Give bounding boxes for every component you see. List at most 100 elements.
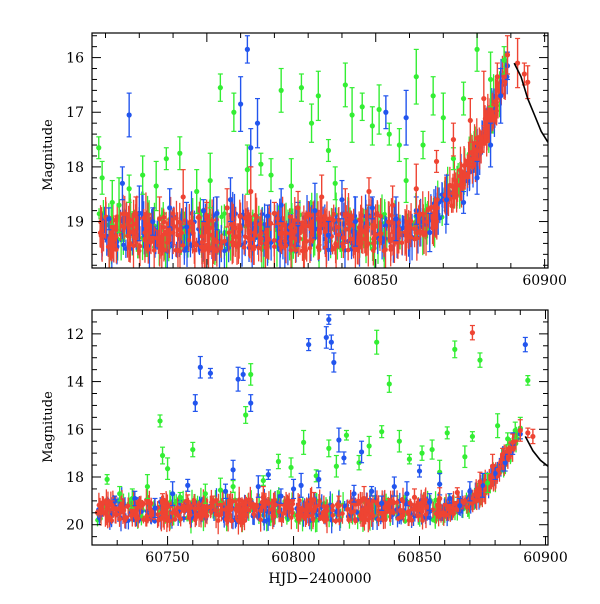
data-point [431,93,436,98]
data-point [397,439,402,444]
baseline-point [424,512,429,517]
baseline-point [196,506,201,511]
baseline-point [277,509,282,514]
baseline-point [194,515,199,520]
y-axis-label: Magnitude [41,119,56,191]
baseline-point [365,226,370,231]
data-point [181,194,186,199]
data-point [445,430,450,435]
baseline-point [479,140,484,145]
baseline-point [497,471,502,476]
baseline-point [200,240,205,245]
baseline-point [125,234,130,239]
data-point [265,213,270,218]
data-point [359,449,364,454]
baseline-point [210,218,215,223]
data-point [420,142,425,147]
data-point [333,181,338,186]
series-1 [112,315,528,518]
baseline-point [299,506,304,511]
baseline-point [198,512,203,517]
data-point [404,115,409,120]
data-point [201,208,206,213]
data-point [117,491,122,496]
baseline-point [217,513,222,518]
data-point [185,483,190,488]
baseline-point [216,518,221,523]
baseline-point [146,222,151,227]
baseline-point [248,502,253,507]
baseline-point [118,508,123,513]
baseline-point [258,222,263,227]
baseline-point [288,215,293,220]
baseline-point [309,223,314,228]
data-point [288,465,293,470]
data-point [326,446,331,451]
data-point [245,47,250,52]
data-point [374,340,379,345]
baseline-point [459,169,464,174]
data-point [152,505,157,510]
x-tick-label: 60900 [522,273,567,289]
data-point [470,434,475,439]
data-point [268,172,273,177]
baseline-point [290,511,295,516]
data-point [370,205,375,210]
data-point [178,495,183,500]
baseline-point [242,245,247,250]
data-point [170,491,175,496]
data-point [258,162,263,167]
baseline-point [269,221,274,226]
data-point [481,96,486,101]
data-point [525,378,530,383]
data-point [236,377,241,382]
baseline-point [167,233,172,238]
data-point [437,482,442,487]
baseline-point [468,157,473,162]
series-2 [113,36,530,244]
baseline-point [128,241,133,246]
data-point [523,342,528,347]
data-point [184,224,189,229]
data-point [157,216,162,221]
baseline-point [358,499,363,504]
data-point [248,400,253,405]
data-point [306,342,311,347]
baseline-point [450,505,455,510]
baseline-point [275,216,280,221]
baseline-point [273,503,278,508]
baseline-point [121,243,126,248]
data-point [279,88,284,93]
data-point [430,447,435,452]
baseline-point [213,508,218,513]
baseline-point [175,233,180,238]
data-point [341,455,346,460]
data-point [468,118,473,123]
baseline-point [401,499,406,504]
baseline-point [156,518,161,523]
data-point [379,501,384,506]
data-point [349,112,354,117]
data-point [326,233,331,238]
data-point [127,112,132,117]
baseline-point [405,220,410,225]
baseline-point [441,510,446,515]
data-point [488,142,493,147]
baseline-point [463,163,468,168]
baseline-point [289,248,294,253]
data-point [339,197,344,202]
data-point [225,205,230,210]
data-point [230,467,235,472]
baseline-point [227,230,232,235]
data-point [392,484,397,489]
baseline-point [482,126,487,131]
data-point [309,121,314,126]
baseline-point [330,513,335,518]
baseline-point [104,500,109,505]
baseline-point [288,225,293,230]
baseline-point [117,517,122,522]
baseline-point [330,216,335,221]
x-tick-label: 60800 [185,273,230,289]
